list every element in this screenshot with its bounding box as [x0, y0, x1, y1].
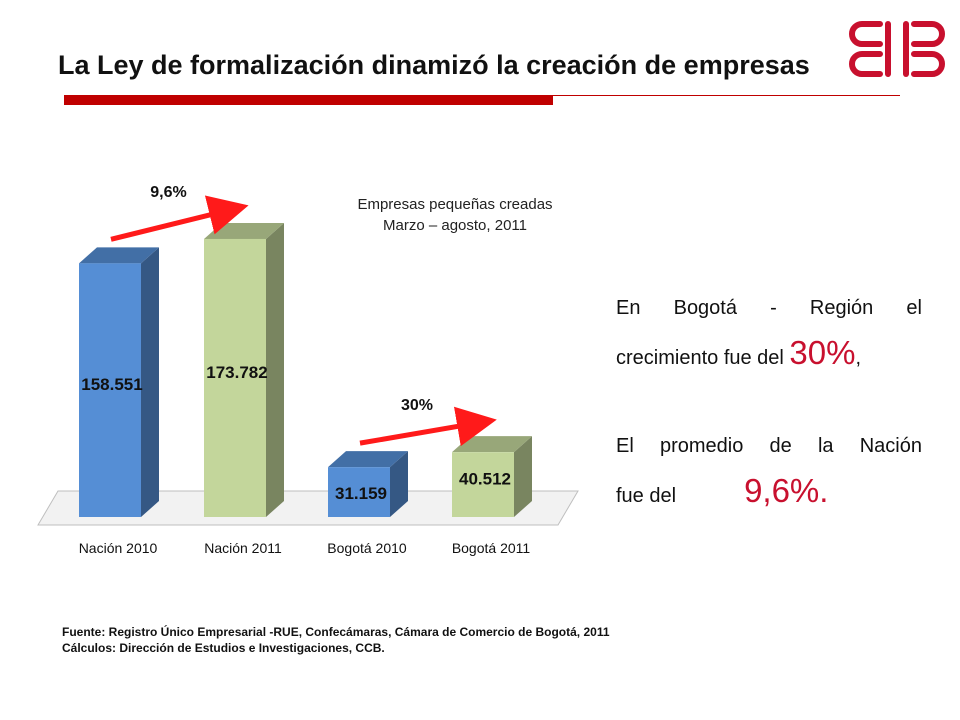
bogota-growth-value: 30% — [789, 334, 856, 371]
chart-subtitle: Marzo – agosto, 2011 — [383, 217, 527, 234]
bar-front — [328, 467, 390, 517]
chart-title: Empresas pequeñas creadas — [357, 196, 552, 213]
bar-front — [79, 263, 141, 517]
bogota-growth-paragraph: En Bogotá - Región el crecimiento fue de… — [616, 292, 922, 387]
category-label: Nación 2011 — [204, 540, 282, 556]
bar-value-label: 158.551 — [81, 375, 142, 394]
growth-arrow-0 — [110, 195, 249, 242]
para1-suffix: , — [855, 347, 862, 369]
bar-2: 31.159 — [328, 451, 408, 517]
bar-0: 158.551 — [79, 247, 159, 517]
source-line-2: Cálculos: Dirección de Estudios e Invest… — [62, 641, 385, 655]
bar-chart: 158.551 173.782 31.159 40.512 Nación 2010 Na… — [37, 184, 579, 556]
growth-label-0: 9,6% — [150, 184, 186, 201]
source-line-1: Fuente: Registro Único Empresarial -RUE,… — [62, 625, 610, 639]
bar-top — [79, 247, 159, 264]
para1-line1: En Bogotá - Región el — [616, 297, 922, 319]
title-underline-thin — [553, 95, 900, 96]
bar-value-label: 31.159 — [335, 484, 387, 503]
para1-line2: crecimiento fue del 30%, — [616, 324, 922, 387]
category-label: Nación 2010 — [79, 540, 158, 556]
title-underline-thick — [64, 95, 553, 105]
chart-floor — [37, 490, 579, 526]
bar-1: 173.782 — [204, 222, 284, 518]
para1-prefix: crecimiento fue del — [616, 347, 790, 369]
source-note: Fuente: Registro Único Empresarial -RUE,… — [62, 624, 610, 656]
chart-floor-plane — [37, 490, 579, 526]
bar-value-label: 173.782 — [206, 363, 267, 382]
bar-value-label: 40.512 — [459, 470, 511, 489]
bar-front — [452, 452, 514, 517]
ccb-logo-icon — [849, 21, 945, 77]
para2-line1: El promedio de la Nación — [616, 435, 922, 457]
bar-front — [204, 238, 266, 518]
nation-average-paragraph: El promedio de la Nación fue del 9,6%. — [616, 430, 922, 525]
bar-side — [390, 451, 408, 517]
bar-side — [141, 247, 159, 517]
para2-line2: fue del 9,6%. — [616, 462, 922, 525]
nation-average-value: 9,6%. — [744, 472, 829, 509]
growth-label-1: 30% — [401, 397, 433, 414]
bar-3: 40.512 — [452, 436, 532, 517]
bar-top — [328, 451, 408, 468]
category-label: Bogotá 2011 — [452, 540, 531, 556]
para2-prefix: fue del — [616, 485, 677, 507]
slide-title: La Ley de formalización dinamizó la crea… — [58, 50, 810, 80]
bar-side — [514, 436, 532, 517]
category-label: Bogotá 2010 — [327, 540, 407, 556]
growth-arrow-1 — [359, 406, 497, 447]
bar-side — [266, 222, 284, 518]
